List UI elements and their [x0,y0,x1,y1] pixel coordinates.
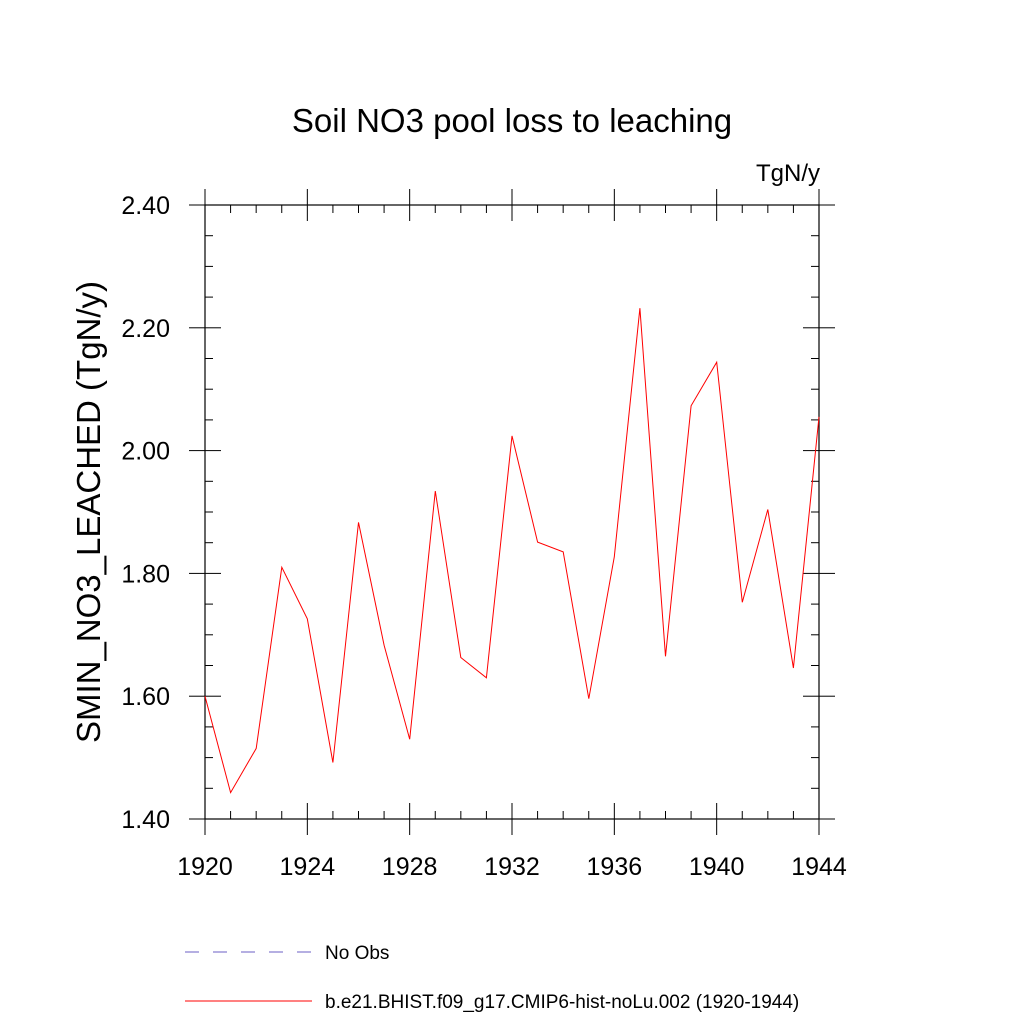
series-layer [204,308,820,794]
y-tick-label: 1.40 [121,806,170,834]
x-tick-label: 1924 [280,853,336,881]
legend: No Obs b.e21.BHIST.f09_g17.CMIP6-hist-noL… [185,943,799,1013]
x-tick-label: 1944 [791,853,847,881]
y-tick-label: 1.60 [121,683,170,711]
y-tick-label: 1.80 [121,560,170,588]
x-tick-label: 1928 [382,853,438,881]
y-tick-label: 2.00 [121,438,170,466]
y-tick-label: 2.40 [121,192,170,220]
x-tick-label: 1936 [587,853,643,881]
series-line [204,308,820,794]
x-tick-label: 1920 [177,853,233,881]
y-axis-label: SMIN_NO3_LEACHED (TgN/y) [70,281,107,743]
plot-frame [204,204,820,820]
tick-marks [189,189,835,835]
y-tick-labels: 1.40 1.60 1.80 2.00 2.20 2.40 [121,192,170,834]
x-tick-label: 1932 [484,853,540,881]
units-label: TgN/y [756,160,820,187]
x-tick-labels: 1920 1924 1928 1932 1936 1940 1944 [177,853,847,881]
y-tick-label: 2.20 [121,315,170,343]
chart-title: Soil NO3 pool loss to leaching [292,102,732,139]
legend-label: b.e21.BHIST.f09_g17.CMIP6-hist-noLu.002 … [325,992,799,1013]
x-tick-label: 1940 [689,853,745,881]
legend-label: No Obs [325,943,389,964]
